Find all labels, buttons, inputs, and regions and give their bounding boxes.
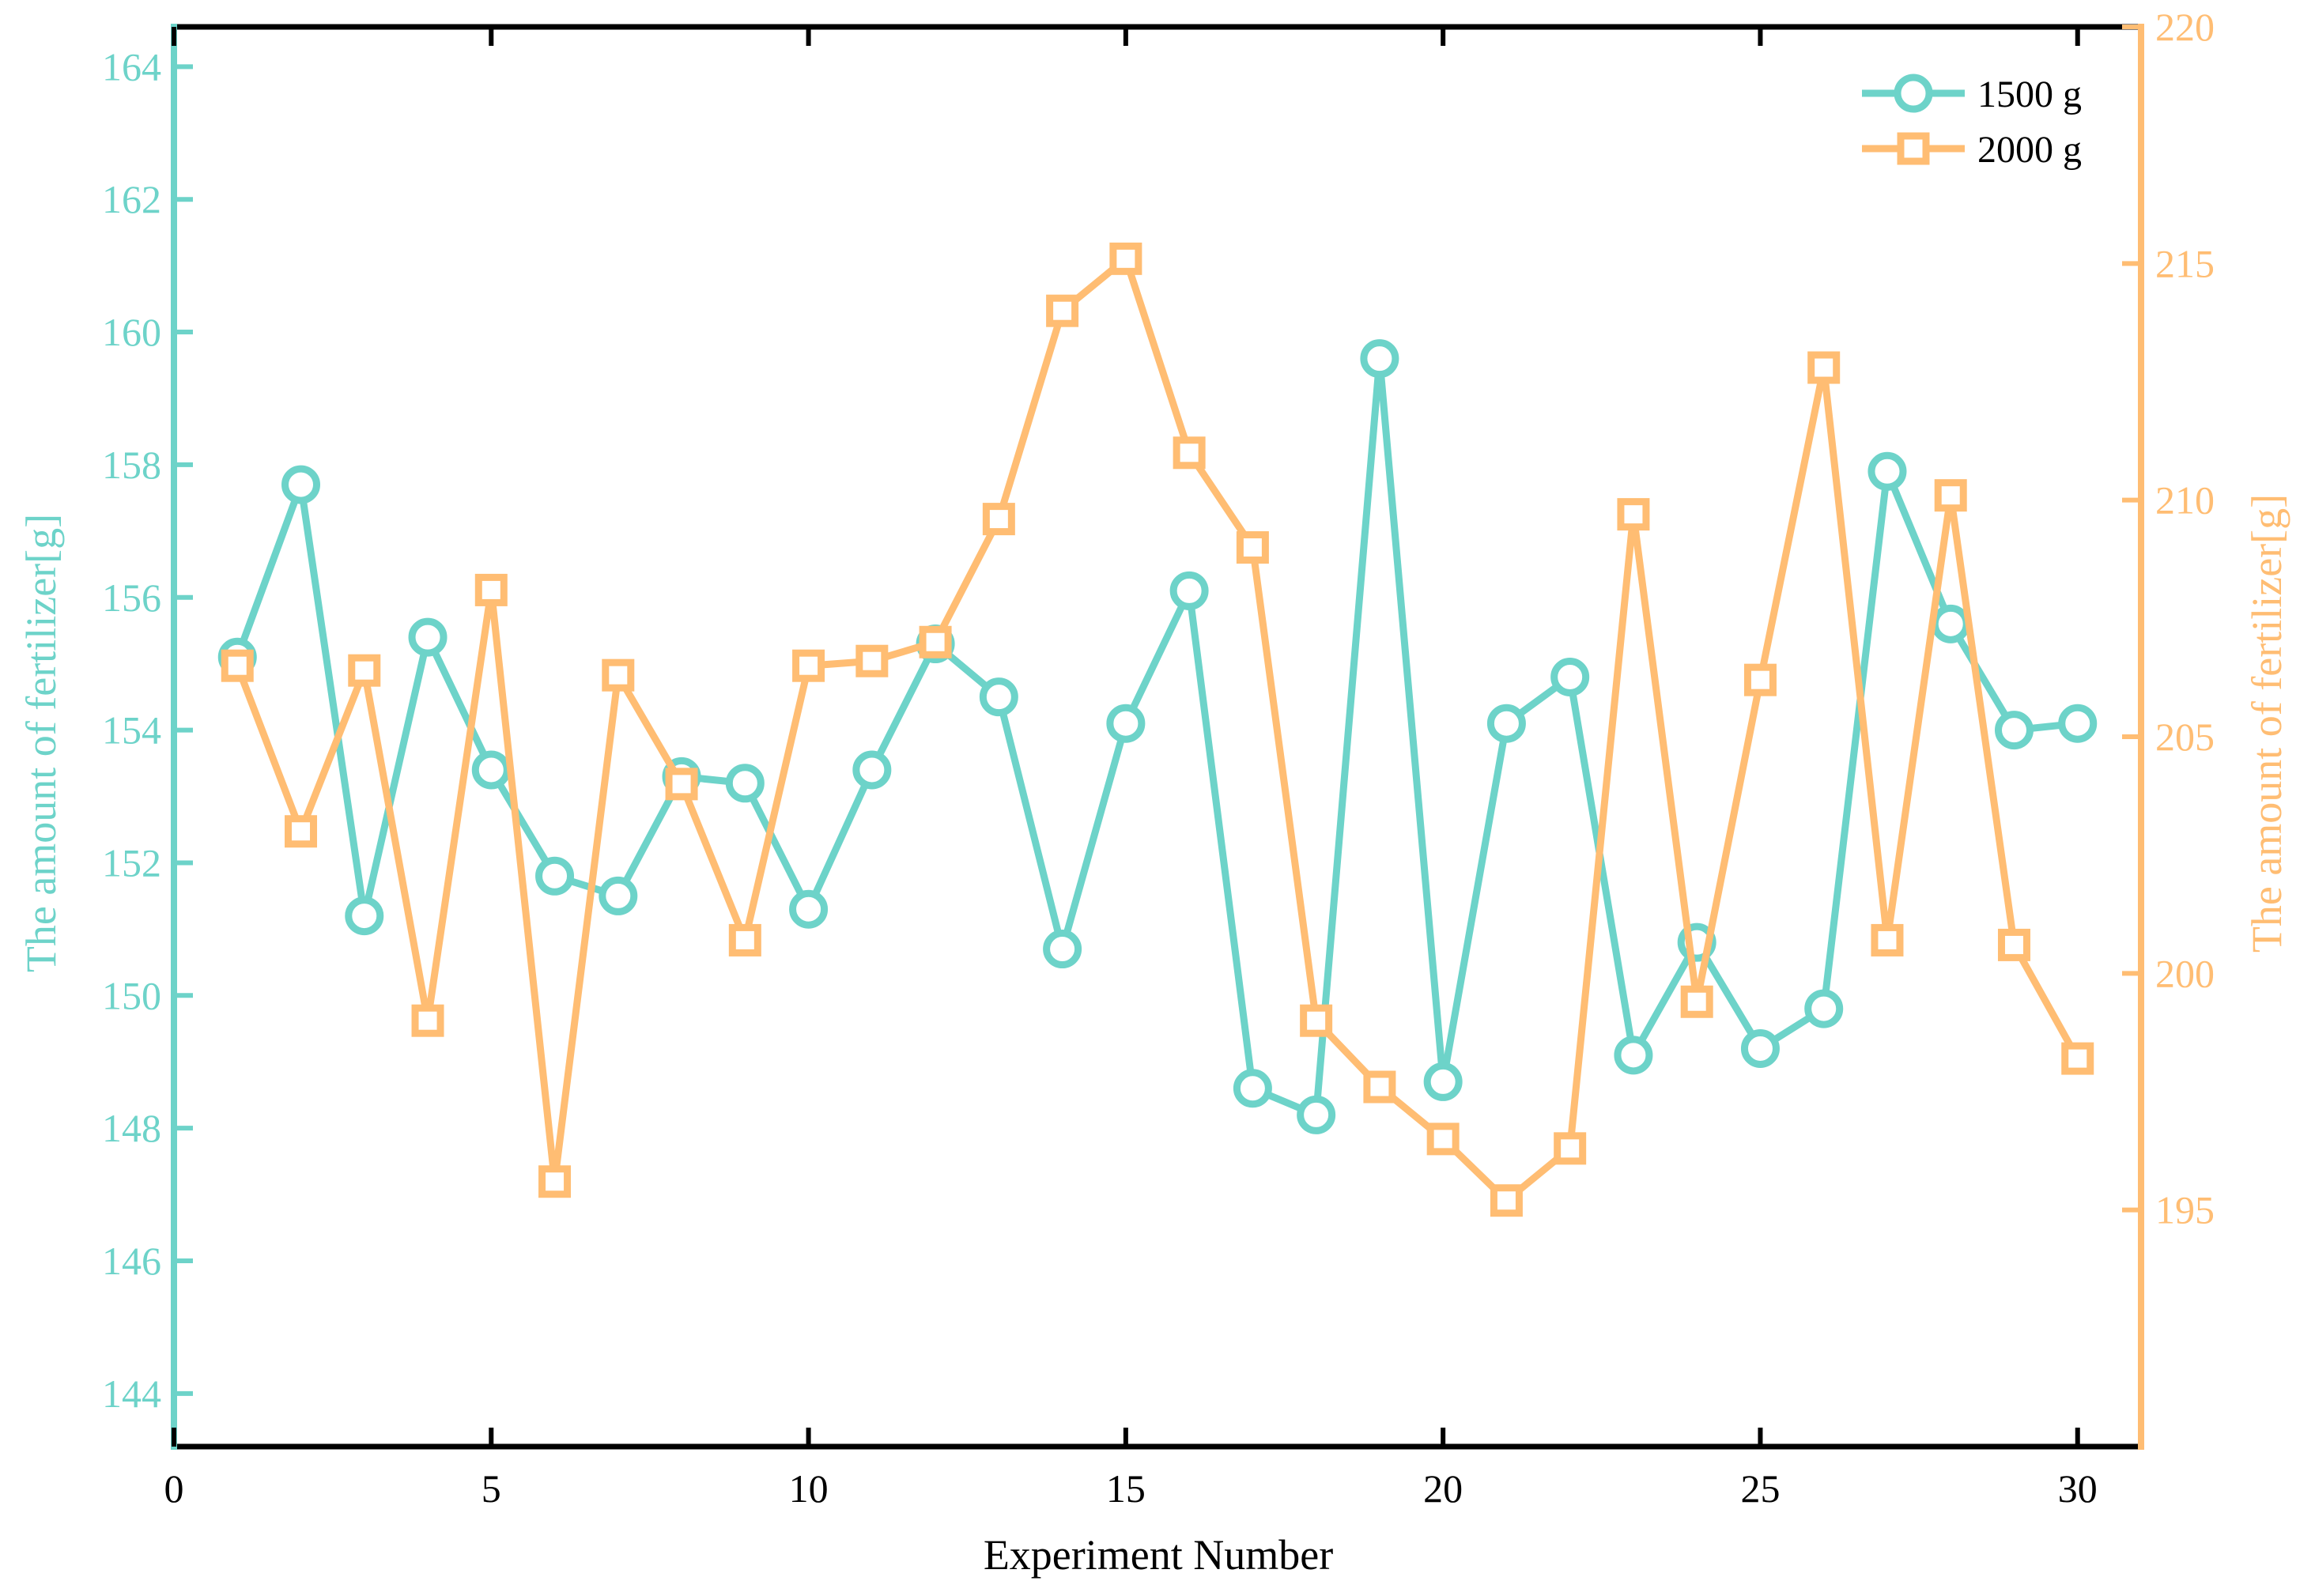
data-point xyxy=(789,889,829,929)
data-point xyxy=(1233,1069,1272,1108)
left-y-tick-label: 158 xyxy=(102,443,161,487)
data-point xyxy=(599,876,638,915)
data-point xyxy=(1743,663,1777,696)
data-point xyxy=(852,750,892,790)
data-point xyxy=(1236,531,1269,564)
data-point xyxy=(1740,1028,1780,1068)
data-point xyxy=(1934,479,1967,512)
data-point xyxy=(1363,1070,1396,1104)
data-point xyxy=(345,896,384,936)
data-point xyxy=(348,654,381,687)
legend: 1500 g 2000 g xyxy=(1862,74,2082,171)
data-point xyxy=(1486,704,1526,743)
data-point xyxy=(1807,351,1841,384)
data-point xyxy=(1426,1122,1460,1156)
legend-marker xyxy=(1897,132,1930,165)
x-axis-label: Experiment Number xyxy=(984,1531,1333,1579)
data-point xyxy=(2058,704,2098,743)
legend-marker xyxy=(1894,74,1933,113)
data-point xyxy=(1997,928,2030,961)
data-point xyxy=(408,617,448,657)
left-y-tick-label: 162 xyxy=(102,177,161,221)
data-point xyxy=(725,764,765,803)
left-y-tick-label: 144 xyxy=(102,1372,161,1416)
left-y-tick-label: 146 xyxy=(102,1239,161,1283)
data-point xyxy=(1994,711,2034,750)
data-point xyxy=(1931,604,1970,643)
data-point xyxy=(1106,704,1146,743)
left-y-tick-label: 152 xyxy=(102,840,161,885)
legend-item-2: 2000 g xyxy=(1862,129,2082,171)
data-point xyxy=(1867,451,1907,491)
data-point xyxy=(1046,294,1079,327)
data-point xyxy=(1169,571,1209,610)
x-tick-label: 5 xyxy=(482,1466,501,1511)
data-point xyxy=(1680,985,1713,1018)
left-y-tick-label: 160 xyxy=(102,310,161,354)
left-y-tick-label: 164 xyxy=(102,44,161,89)
right-y-tick-label: 210 xyxy=(2155,478,2215,523)
right-y-tick-label: 215 xyxy=(2155,241,2215,285)
data-point xyxy=(919,625,952,658)
right-y-axis-label: The amount of fertilizer[g] xyxy=(2243,494,2290,953)
data-point xyxy=(2061,1042,2094,1075)
data-point xyxy=(602,658,635,692)
series-2 xyxy=(221,242,2094,1217)
x-tick-label: 10 xyxy=(789,1466,829,1511)
right-y-tick-label: 220 xyxy=(2155,5,2215,49)
data-point xyxy=(1173,436,1206,470)
data-point xyxy=(1297,1095,1336,1134)
data-point xyxy=(281,465,321,504)
left-y-tick-label: 148 xyxy=(102,1106,161,1150)
data-point xyxy=(1617,498,1650,531)
data-point xyxy=(1614,1036,1653,1075)
data-point xyxy=(728,923,761,956)
data-point xyxy=(221,649,254,682)
data-point xyxy=(535,856,575,896)
data-point xyxy=(1554,1132,1587,1165)
data-point xyxy=(411,1004,444,1037)
data-point xyxy=(979,677,1018,717)
left-y-tick-label: 150 xyxy=(102,973,161,1017)
left-y-tick-label: 154 xyxy=(102,708,161,753)
legend-label: 2000 g xyxy=(1977,129,2082,171)
left-y-axis-label: The amount of fertilizer[g] xyxy=(17,514,65,972)
data-point xyxy=(665,768,698,801)
x-tick-label: 0 xyxy=(164,1466,184,1511)
data-point xyxy=(471,750,511,790)
axes-layer: 0 5 10 15 20 25 30 144 146 148 150 152 154 156 158 160 1… xyxy=(102,5,2215,1511)
x-tick-label: 20 xyxy=(1423,1466,1463,1511)
data-point xyxy=(982,503,1015,536)
data-point xyxy=(1490,1184,1523,1217)
right-y-tick-label: 200 xyxy=(2155,951,2215,995)
data-point xyxy=(474,573,508,606)
data-point xyxy=(285,815,318,848)
data-point xyxy=(538,1165,572,1198)
right-y-tick-label: 205 xyxy=(2155,715,2215,759)
left-y-tick-label: 156 xyxy=(102,575,161,620)
data-point xyxy=(792,649,825,682)
data-point xyxy=(1550,657,1590,696)
data-point xyxy=(1300,1004,1333,1037)
x-tick-label: 30 xyxy=(2058,1466,2098,1511)
data-point xyxy=(1043,930,1082,969)
right-y-tick-label: 195 xyxy=(2155,1188,2215,1232)
series-layer xyxy=(217,242,2098,1217)
legend-item-1: 1500 g xyxy=(1862,74,2082,115)
data-point xyxy=(1360,339,1399,379)
data-point xyxy=(1423,1062,1463,1101)
legend-label: 1500 g xyxy=(1977,74,2082,115)
series-line xyxy=(234,255,2081,1205)
data-point xyxy=(1871,923,1904,956)
x-tick-label: 15 xyxy=(1106,1466,1146,1511)
data-point xyxy=(855,644,889,677)
data-point xyxy=(1804,989,1844,1028)
data-point xyxy=(1109,242,1142,275)
x-tick-label: 25 xyxy=(1740,1466,1780,1511)
